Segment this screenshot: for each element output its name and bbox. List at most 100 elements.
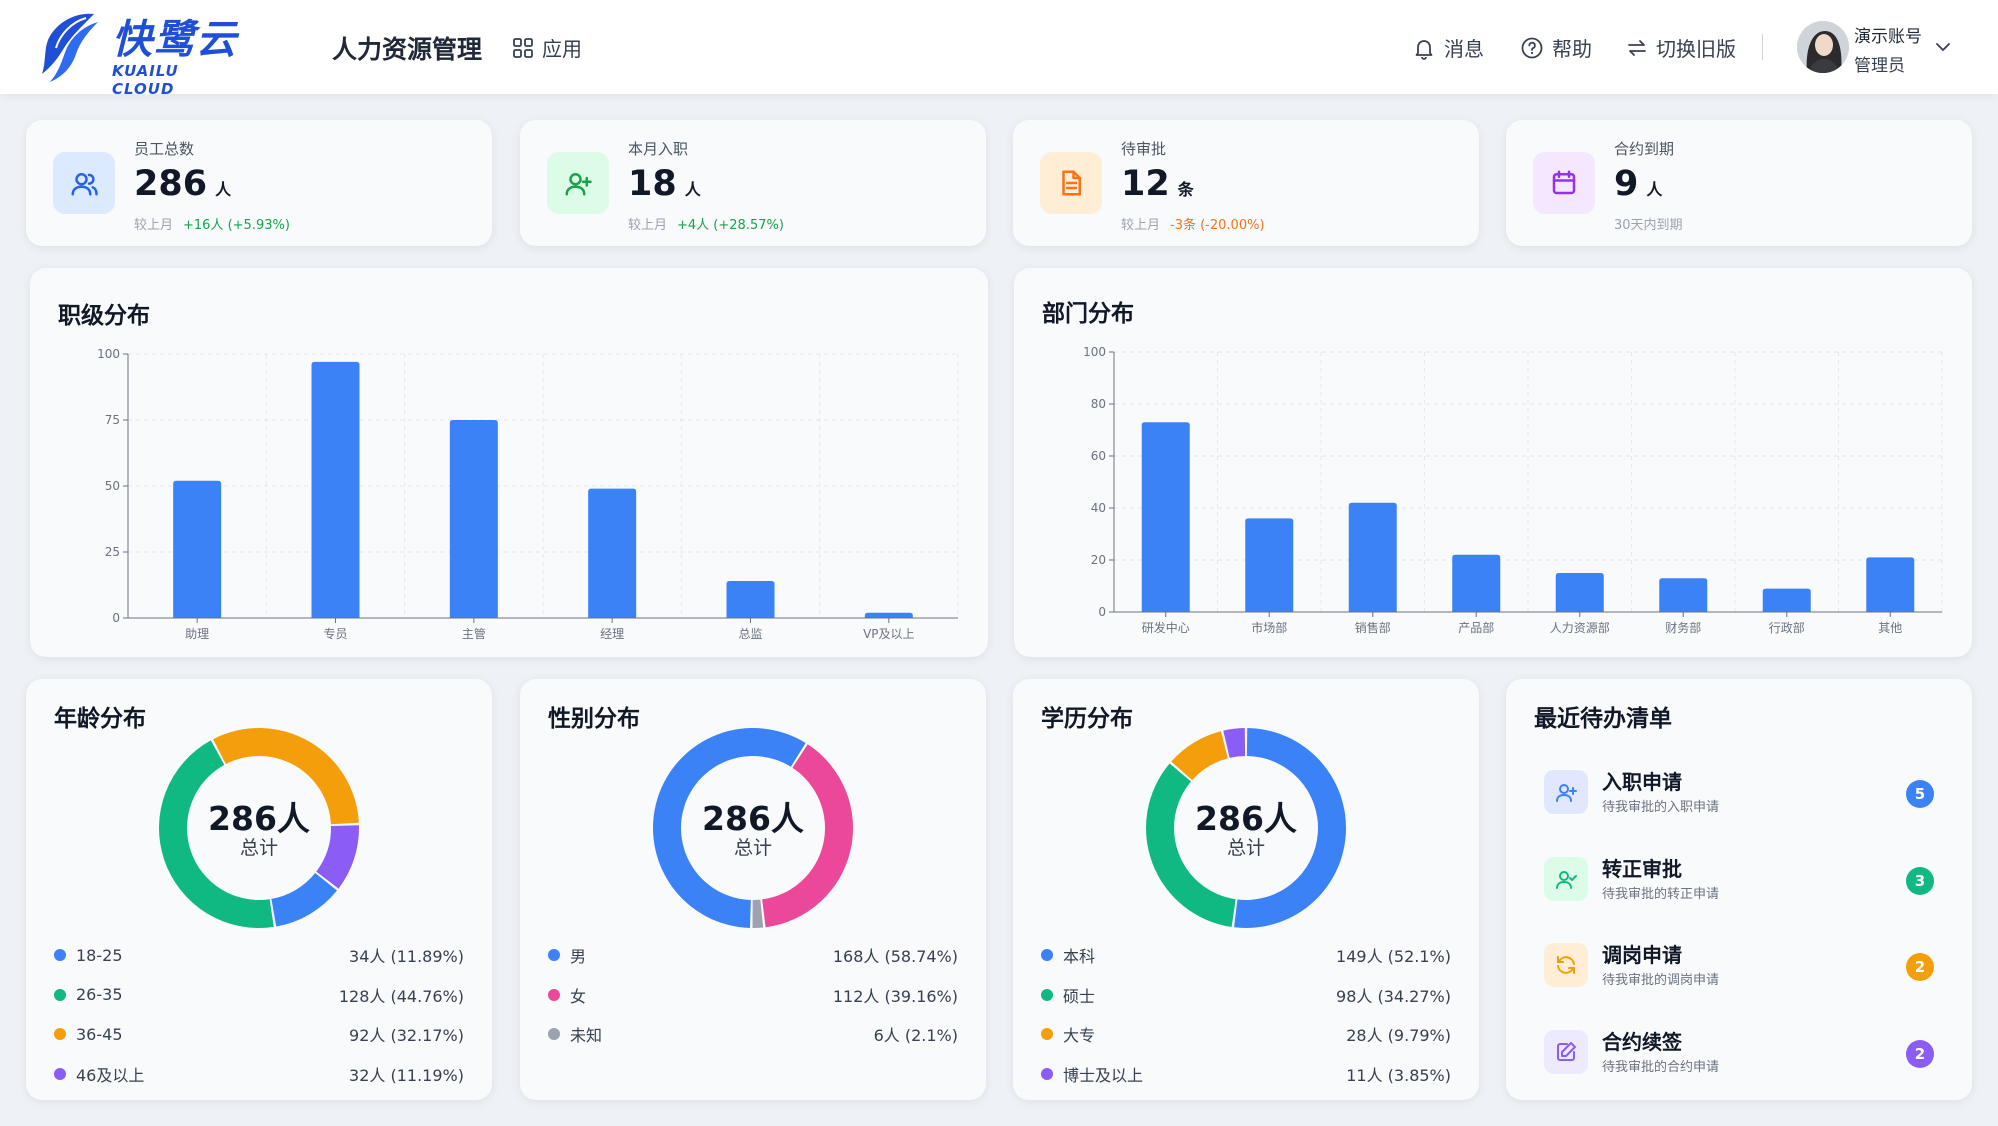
legend-item[interactable]: 26-35 128人 (44.76%) bbox=[54, 983, 464, 1007]
bell-icon bbox=[1415, 39, 1433, 60]
rank-xtick-label: 助理 bbox=[185, 627, 209, 641]
dept-bar[interactable] bbox=[1245, 518, 1294, 612]
rank-bar[interactable] bbox=[726, 581, 775, 618]
chevron-down-icon[interactable] bbox=[1934, 38, 1952, 56]
apps-button[interactable]: 应用 bbox=[512, 33, 582, 62]
donut-slice[interactable] bbox=[752, 899, 764, 928]
legend-item[interactable]: 46及以上 32人 (11.19%) bbox=[54, 1062, 464, 1086]
stat-number: 12 bbox=[1121, 164, 1170, 204]
legend-value: 128人 (44.76%) bbox=[338, 986, 464, 1006]
donut-center-label: 286人 总计 bbox=[653, 801, 853, 860]
total-employees-card[interactable]: 员工总数 286 人 较上月 +16人 (+5.93%) bbox=[26, 120, 492, 246]
dept-xtick-label: 其他 bbox=[1878, 621, 1902, 635]
dept-bar[interactable] bbox=[1659, 578, 1708, 612]
todo-count-badge: 2 bbox=[1906, 953, 1934, 981]
legend-name: 硕士 bbox=[1063, 986, 1096, 1006]
donut-chart bbox=[159, 728, 359, 928]
stat-sub-prefix: 30天内到期 bbox=[1614, 218, 1683, 233]
stat-unit: 条 bbox=[1177, 180, 1194, 199]
todo-item[interactable]: 入职申请 待我审批的入职申请 5 bbox=[1544, 764, 1934, 820]
rank-ytick-label: 25 bbox=[105, 545, 120, 559]
donut-slice[interactable] bbox=[1223, 728, 1246, 758]
todo-count-badge: 3 bbox=[1906, 866, 1934, 895]
todo-list-card: 最近待办清单 入职申请 待我审批的入职申请 5 转正审批 待我审批的转正申请 3… bbox=[1506, 679, 1972, 1100]
dept-bar[interactable] bbox=[1141, 422, 1190, 612]
legend-item[interactable]: 本科 149人 (52.1%) bbox=[1041, 943, 1451, 967]
todo-item[interactable]: 转正审批 待我审批的转正申请 3 bbox=[1544, 851, 1934, 907]
donut-slice[interactable] bbox=[1171, 731, 1228, 781]
legend-color-dot bbox=[54, 988, 66, 1001]
todo-item[interactable]: 调岗申请 待我审批的调岗申请 2 bbox=[1544, 937, 1934, 993]
dept-bar[interactable] bbox=[1555, 573, 1604, 612]
rank-ytick-label: 0 bbox=[112, 611, 120, 625]
dept-xtick-label: 销售部 bbox=[1355, 620, 1391, 635]
help-button[interactable]: 帮助 bbox=[1520, 33, 1592, 62]
rank-xtick-label: 总监 bbox=[738, 627, 762, 641]
donut-slice[interactable] bbox=[652, 727, 806, 928]
rank-bar[interactable] bbox=[588, 488, 637, 618]
legend-item[interactable]: 未知 6人 (2.1%) bbox=[548, 1022, 958, 1046]
dept-bar[interactable] bbox=[1452, 554, 1501, 612]
legend-color-dot bbox=[548, 949, 560, 961]
logo[interactable]: 快鹭云 KUAILU CLOUD bbox=[36, 8, 246, 98]
donut-title: 性别分布 bbox=[548, 706, 640, 732]
donut-title: 年龄分布 bbox=[54, 706, 146, 732]
legend-item[interactable]: 女 112人 (39.16%) bbox=[548, 983, 958, 1007]
donut-slice[interactable] bbox=[316, 825, 359, 889]
legend-color-dot bbox=[1041, 988, 1053, 1001]
legend-item[interactable]: 博士及以上 11人 (3.85%) bbox=[1041, 1062, 1451, 1086]
rank-xtick-label: 主管 bbox=[462, 626, 486, 641]
rank-bar[interactable] bbox=[173, 480, 222, 618]
messages-button[interactable]: 消息 bbox=[1412, 33, 1484, 62]
legend-color-dot bbox=[548, 1028, 560, 1040]
donut-total: 286人 bbox=[1195, 799, 1297, 838]
todo-item[interactable]: 合约续签 待我审批的合约申请 2 bbox=[1544, 1024, 1934, 1080]
legend-item[interactable]: 大专 28人 (9.79%) bbox=[1041, 1022, 1451, 1046]
rank-bar[interactable] bbox=[449, 420, 498, 618]
legend-item[interactable]: 36-45 92人 (32.17%) bbox=[54, 1022, 464, 1046]
rank-bar[interactable] bbox=[311, 361, 360, 618]
legend-item[interactable]: 男 168人 (58.74%) bbox=[548, 943, 958, 967]
avatar[interactable] bbox=[1797, 21, 1849, 73]
dept-ytick-label: 40 bbox=[1091, 501, 1106, 515]
donut-chart bbox=[652, 727, 853, 928]
stat-number: 286 bbox=[134, 164, 208, 204]
stat-icon-box bbox=[53, 152, 115, 214]
legend-item[interactable]: 18-25 34人 (11.89%) bbox=[54, 943, 464, 967]
rank-xtick-label: VP及以上 bbox=[863, 627, 914, 641]
legend-value: 149人 (52.1%) bbox=[1336, 947, 1451, 966]
stat-delta: +16人 (+5.93%) bbox=[183, 218, 290, 233]
rank-bar[interactable] bbox=[864, 612, 913, 618]
donut-total-label: 总计 bbox=[1226, 837, 1265, 859]
grid-icon bbox=[513, 37, 533, 58]
donut-slice[interactable] bbox=[271, 873, 338, 927]
legend-name: 26-35 bbox=[76, 985, 123, 1004]
help-label: 帮助 bbox=[1552, 37, 1592, 61]
dept-ytick-label: 20 bbox=[1091, 553, 1106, 567]
donut-slice[interactable] bbox=[213, 728, 359, 825]
age-distribution-card: 年龄分布 286人 总计 18-25 34人 (11.89%) 26-35 12… bbox=[26, 679, 492, 1100]
dept-bar[interactable] bbox=[1348, 502, 1397, 612]
rank-xtick-label: 专员 bbox=[323, 626, 347, 641]
rank-chart-title: 职级分布 bbox=[58, 303, 150, 329]
user-avatar-icon bbox=[1797, 21, 1849, 73]
donut-slice[interactable] bbox=[762, 744, 853, 928]
pending-approval-card[interactable]: 待审批 12 条 较上月 -3条 (-20.00%) bbox=[1013, 120, 1479, 246]
user-plus-icon bbox=[1556, 784, 1577, 802]
legend-name: 未知 bbox=[570, 1026, 603, 1045]
donut-slice[interactable] bbox=[1146, 763, 1236, 927]
gender-distribution-card: 性别分布 286人 总计 男 168人 (58.74%) 女 112人 (39.… bbox=[520, 679, 986, 1100]
edit-icon bbox=[1557, 1041, 1576, 1061]
legend-color-dot bbox=[54, 949, 66, 961]
calendar-icon bbox=[1552, 170, 1576, 195]
dept-bar[interactable] bbox=[1762, 588, 1811, 612]
monthly-hires-card[interactable]: 本月入职 18 人 较上月 +4人 (+28.57%) bbox=[520, 120, 986, 246]
donut-slice[interactable] bbox=[159, 740, 274, 928]
legend-item[interactable]: 硕士 98人 (34.27%) bbox=[1041, 983, 1451, 1007]
donut-slice[interactable] bbox=[1234, 728, 1346, 928]
dept-bar[interactable] bbox=[1866, 557, 1915, 612]
switch-old-version-button[interactable]: 切换旧版 bbox=[1626, 33, 1736, 62]
todo-item-title: 合约续签 bbox=[1602, 1029, 1682, 1054]
